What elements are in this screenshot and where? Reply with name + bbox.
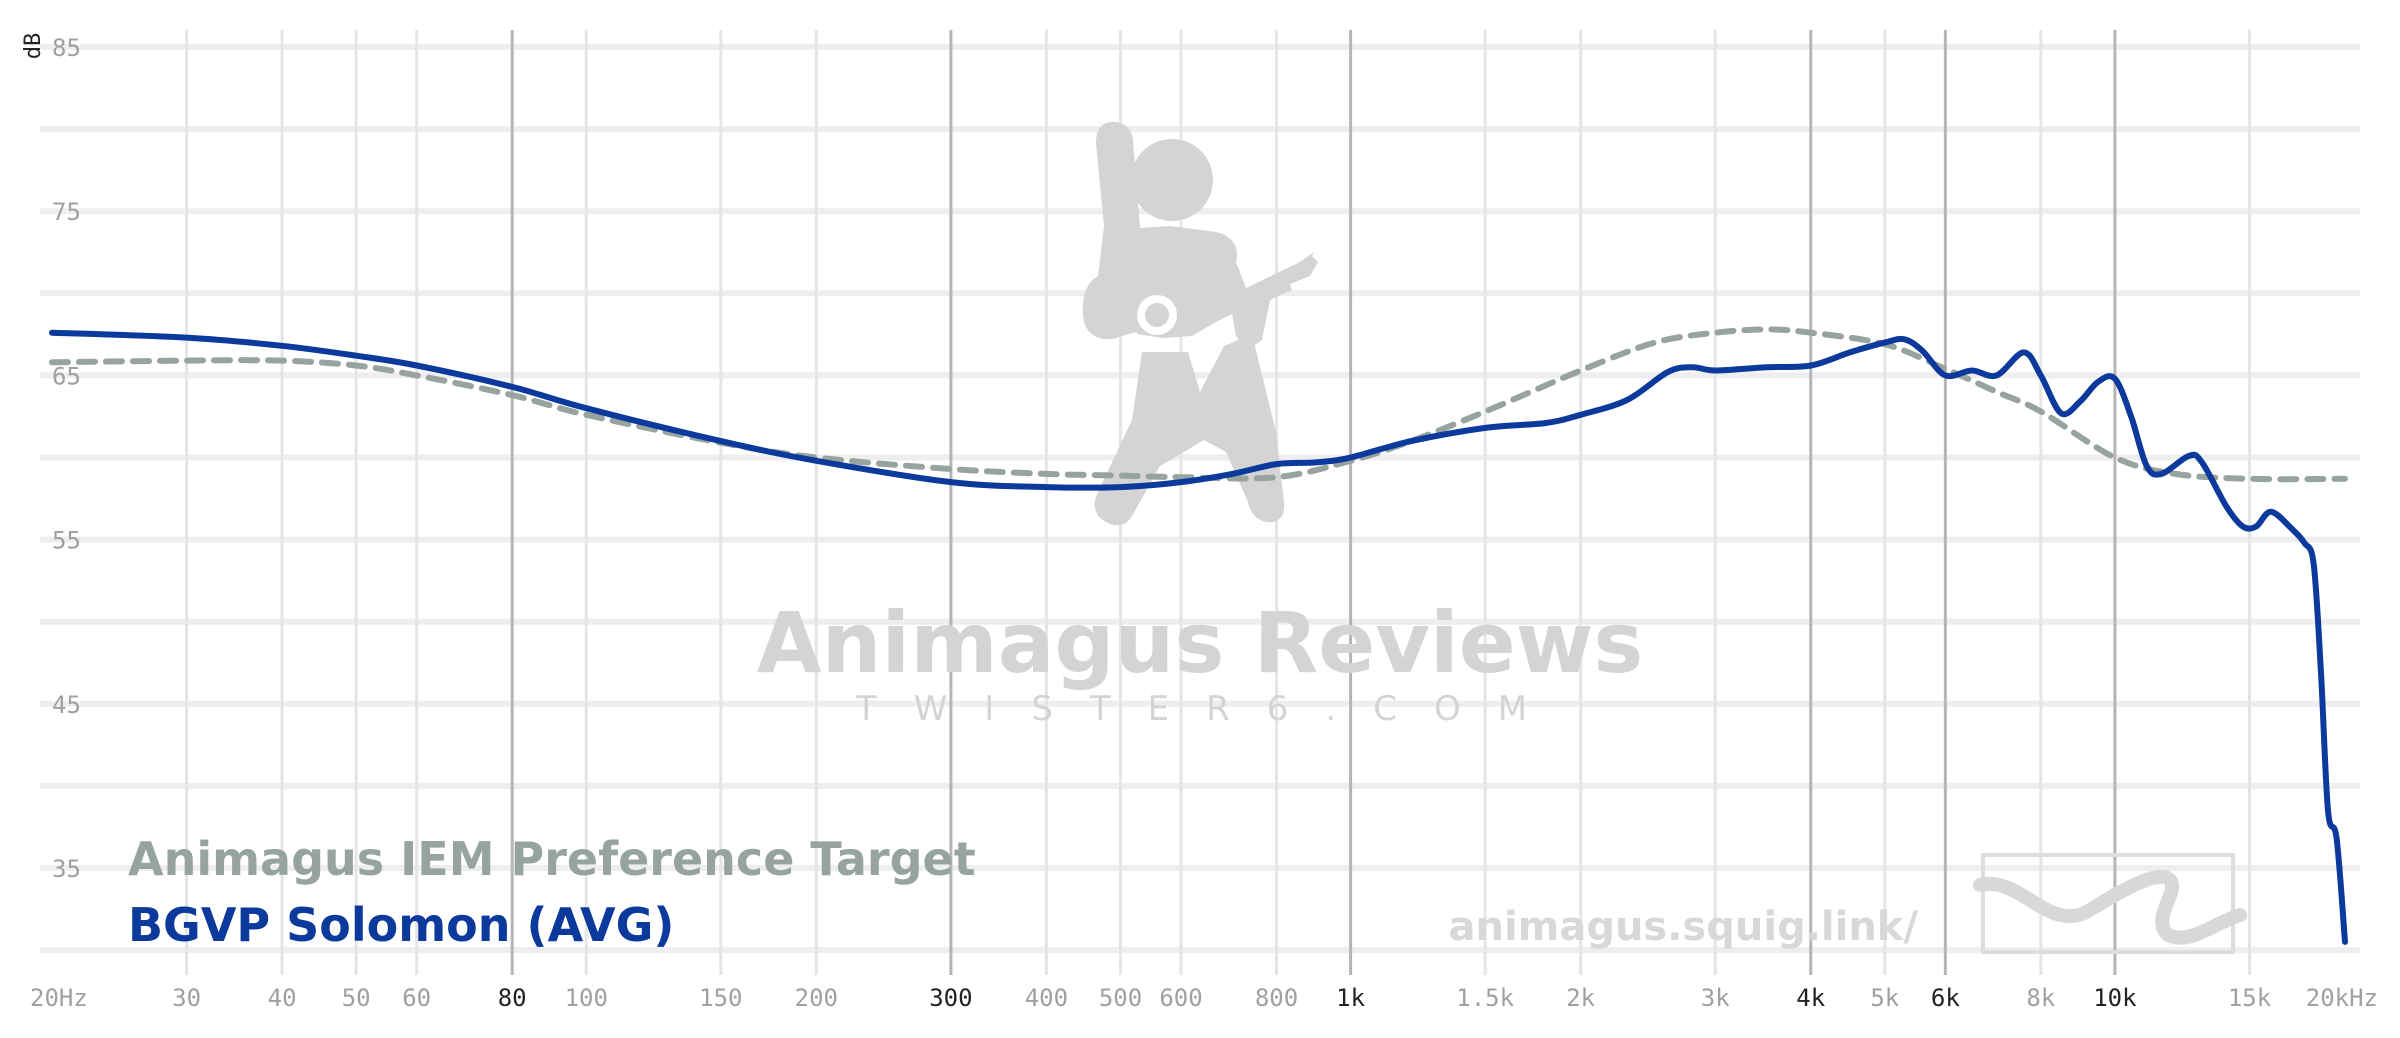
measurement-curve[interactable] xyxy=(49,329,2348,945)
watermark-url: animagus.squig.link/ xyxy=(1448,904,1918,950)
x-tick-label: 5k xyxy=(1870,984,1899,1012)
guitarist-watermark-icon xyxy=(1082,121,1318,526)
x-tick-label: 30 xyxy=(172,984,201,1012)
x-tick-label: 80 xyxy=(498,984,527,1012)
x-tick-label: 40 xyxy=(268,984,297,1012)
x-tick-label: 6k xyxy=(1931,984,1960,1012)
y-axis-unit: dB xyxy=(21,33,46,60)
y-tick-label: 85 xyxy=(52,34,81,62)
x-tick-label: 50 xyxy=(342,984,371,1012)
x-tick-label: 8k xyxy=(2026,984,2055,1012)
x-tick-label: 100 xyxy=(565,984,608,1012)
y-tick-label: 75 xyxy=(52,198,81,226)
y-tick-label: 35 xyxy=(52,855,81,883)
x-axis-ticks: 20Hz 30 40 50 60 80 100 150 200 300 400 500 600 800 1k… xyxy=(30,984,2378,1012)
x-tick-label: 15k xyxy=(2228,984,2272,1012)
x-tick-label: 200 xyxy=(795,984,838,1012)
watermark-brand: Animagus Reviews xyxy=(757,594,1644,692)
x-tick-label: 300 xyxy=(929,984,972,1012)
x-tick-label: 400 xyxy=(1025,984,1068,1012)
watermark-site: TWISTER6.COM xyxy=(855,689,1564,729)
x-tick-label: 800 xyxy=(1255,984,1298,1012)
y-tick-label: 45 xyxy=(52,691,81,719)
x-tick-label: 1.5k xyxy=(1456,984,1514,1012)
x-tick-label: 3k xyxy=(1701,984,1730,1012)
x-tick-label: 150 xyxy=(699,984,742,1012)
x-tick-label: 60 xyxy=(402,984,431,1012)
y-axis-ticks: 85 75 65 55 45 35 xyxy=(52,34,81,883)
legend-measurement[interactable]: BGVP Solomon (AVG) xyxy=(128,898,674,952)
y-tick-label: 65 xyxy=(52,362,81,390)
x-tick-label: 600 xyxy=(1159,984,1202,1012)
target-curve[interactable] xyxy=(49,326,2348,483)
x-tick-label: 10k xyxy=(2093,984,2137,1012)
x-tick-label: 1k xyxy=(1336,984,1365,1012)
squig-logo-icon xyxy=(1973,853,2247,954)
legend-target[interactable]: Animagus IEM Preference Target xyxy=(128,832,976,886)
x-tick-label: 20Hz xyxy=(30,984,88,1012)
y-tick-label: 55 xyxy=(52,527,81,555)
x-tick-label: 2k xyxy=(1566,984,1595,1012)
x-tick-label: 500 xyxy=(1099,984,1142,1012)
x-tick-label: 4k xyxy=(1796,984,1825,1012)
x-tick-label: 20kHz xyxy=(2306,984,2378,1012)
curves xyxy=(49,326,2348,945)
